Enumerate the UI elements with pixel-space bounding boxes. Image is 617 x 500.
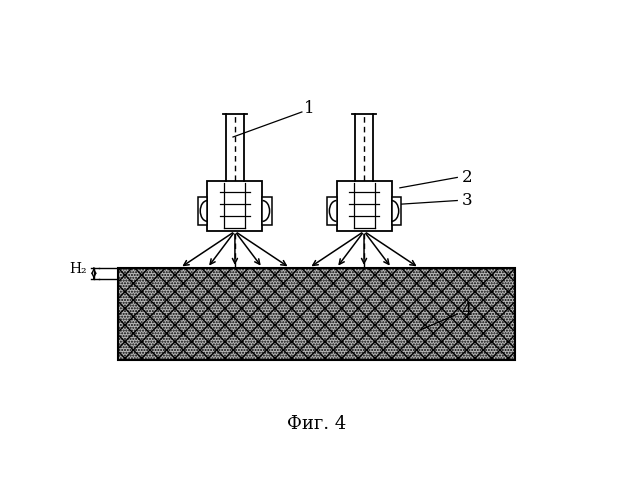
Bar: [327, 197, 336, 225]
Text: 3: 3: [462, 192, 472, 209]
Text: 1: 1: [304, 100, 314, 116]
Bar: [118, 268, 515, 360]
Bar: [336, 182, 392, 232]
Bar: [118, 268, 515, 360]
Bar: [392, 197, 401, 225]
Text: 2: 2: [462, 169, 472, 186]
Bar: [262, 197, 272, 225]
Text: 4: 4: [462, 302, 472, 319]
Text: H₂: H₂: [69, 262, 86, 276]
Text: Фиг. 4: Фиг. 4: [286, 415, 346, 433]
Bar: [118, 268, 515, 360]
Bar: [198, 197, 207, 225]
Bar: [118, 268, 515, 360]
Bar: [207, 182, 262, 232]
